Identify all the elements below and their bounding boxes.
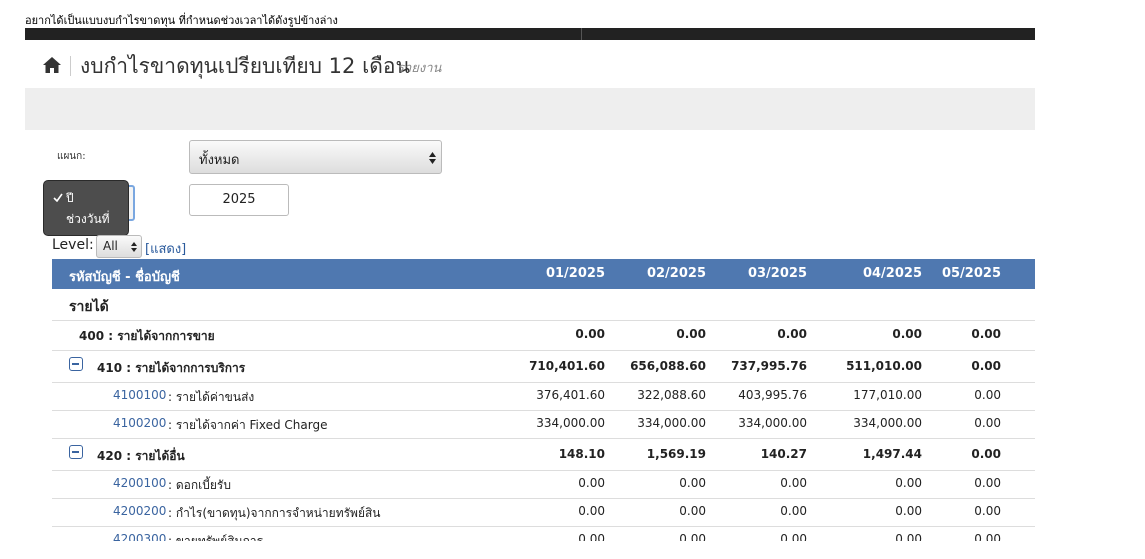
- table-row: 4100100: รายได้ค่าขนส่ง 376,401.60 322,088…: [52, 382, 1035, 411]
- amount: 0.00: [780, 532, 807, 541]
- table-header: รหัสบัญชี - ชื่อบัญชี 01/2025 02/2025 03/20…: [52, 259, 1035, 289]
- amount: 0.00: [578, 504, 605, 518]
- amount: 0.00: [895, 532, 922, 541]
- amount: 403,995.76: [738, 388, 807, 402]
- amount: 0.00: [679, 532, 706, 541]
- column-header: 03/2025: [747, 266, 807, 281]
- account-label: : ขายทรัพย์สินการ: [168, 534, 264, 541]
- table-row: 410 : รายได้จากการบริการ 710,401.60 656,08…: [52, 350, 1035, 383]
- amount: 0.00: [974, 416, 1001, 430]
- amount: 0.00: [780, 504, 807, 518]
- table-row: 4200200: กำไร(ขาดทุน)จากการจำหน่ายทรัพย์…: [52, 498, 1035, 527]
- amount: 334,000.00: [637, 416, 706, 430]
- table-row: 400 : รายได้จากการขาย 0.00 0.00 0.00 0.00 0.0…: [52, 320, 1035, 351]
- column-header: 02/2025: [646, 266, 706, 281]
- column-header: 04/2025: [862, 266, 922, 281]
- amount: 0.00: [578, 476, 605, 490]
- amount: 0.00: [974, 388, 1001, 402]
- account-label: 400 : รายได้จากการขาย: [79, 329, 215, 343]
- table-row: 4200300: ขายทรัพย์สินการ 0.00 0.00 0.00 0.00…: [52, 526, 1035, 541]
- top-bar: [25, 28, 1035, 40]
- amount: 1,497.44: [862, 447, 922, 461]
- account-label: 410 : รายได้จากการบริการ: [97, 361, 246, 375]
- amount: 0.00: [971, 447, 1001, 461]
- minus: [72, 451, 79, 453]
- department-select[interactable]: ทั้งหมด: [189, 140, 442, 174]
- amount: 0.00: [971, 359, 1001, 373]
- table-row: 4200100: ดอกเบี้ยรับ 0.00 0.00 0.00 0.00 0.00: [52, 470, 1035, 499]
- show-link[interactable]: [แสดง]: [145, 242, 187, 257]
- page-subtitle: รายงาน: [397, 61, 442, 76]
- amount: 710,401.60: [529, 359, 605, 373]
- separator: [70, 56, 71, 76]
- period-option[interactable]: ช่วงวันที่: [66, 212, 110, 226]
- department-label: แผนก:: [57, 151, 86, 162]
- amount: 334,000.00: [738, 416, 807, 430]
- report-window: งบกำไรขาดทุนเปรียบเทียบ 12 เดือน รายงาน …: [25, 28, 1035, 541]
- collapse-icon[interactable]: [69, 357, 83, 371]
- level-label: Level:: [52, 237, 94, 253]
- period-dropdown: ปี ช่วงวันที่: [43, 180, 129, 236]
- check-icon: [53, 193, 63, 202]
- select-value: All: [103, 239, 118, 253]
- account-label: : กำไร(ขาดทุน)จากการจำหน่ายทรัพย์สิน: [168, 506, 381, 520]
- level-select[interactable]: All: [96, 235, 142, 258]
- amount: 334,000.00: [853, 416, 922, 430]
- amount: 0.00: [575, 327, 605, 341]
- amount: 0.00: [895, 476, 922, 490]
- column-header: 01/2025: [545, 266, 605, 281]
- divider: [581, 28, 582, 40]
- amount: 0.00: [679, 476, 706, 490]
- minus: [72, 363, 79, 365]
- table-row: 4100200: รายได้จากค่า Fixed Charge 334,00…: [52, 410, 1035, 439]
- amount: 737,995.76: [731, 359, 807, 373]
- column-header: รหัสบัญชี - ชื่อบัญชี: [69, 270, 180, 285]
- home-icon[interactable]: [42, 56, 62, 74]
- account-code[interactable]: 4200300: [113, 532, 167, 541]
- amount: 656,088.60: [630, 359, 706, 373]
- select-arrows: [131, 242, 137, 252]
- account-code[interactable]: 4200200: [113, 504, 167, 518]
- toolbar-band: [25, 88, 1035, 130]
- amount: 0.00: [679, 504, 706, 518]
- account-code[interactable]: 4100100: [113, 388, 167, 402]
- account-label: : รายได้ค่าขนส่ง: [168, 390, 255, 404]
- amount: 511,010.00: [846, 359, 922, 373]
- amount: 0.00: [974, 532, 1001, 541]
- select-value: ทั้งหมด: [199, 153, 240, 168]
- account-code[interactable]: 4100200: [113, 416, 167, 430]
- amount: 0.00: [971, 327, 1001, 341]
- amount: 0.00: [974, 476, 1001, 490]
- table-row: รายได้: [52, 290, 1035, 321]
- account-label: : ดอกเบี้ยรับ: [168, 478, 231, 492]
- amount: 322,088.60: [637, 388, 706, 402]
- amount: 1,569.19: [646, 447, 706, 461]
- amount: 148.10: [558, 447, 605, 461]
- amount: 0.00: [676, 327, 706, 341]
- amount: 334,000.00: [536, 416, 605, 430]
- page-title: งบกำไรขาดทุนเปรียบเทียบ 12 เดือน: [80, 54, 410, 78]
- amount: 0.00: [777, 327, 807, 341]
- account-code[interactable]: 4200100: [113, 476, 167, 490]
- amount: 0.00: [578, 532, 605, 541]
- amount: 0.00: [895, 504, 922, 518]
- section-label: รายได้: [69, 299, 109, 315]
- account-label: : รายได้จากค่า Fixed Charge: [168, 418, 328, 432]
- amount: 0.00: [780, 476, 807, 490]
- year-input[interactable]: 2025: [189, 184, 289, 216]
- select-arrows: [429, 152, 436, 164]
- amount: 0.00: [974, 504, 1001, 518]
- column-header: 05/2025: [941, 266, 1001, 281]
- amount: 0.00: [892, 327, 922, 341]
- period-option[interactable]: ปี: [66, 191, 74, 205]
- amount: 376,401.60: [536, 388, 605, 402]
- amount: 177,010.00: [853, 388, 922, 402]
- caption: อยากได้เป็นแบบงบกำไรขาดทุน ที่กำหนดช่วงเ…: [25, 14, 338, 27]
- table-row: 420 : รายได้อื่น 148.10 1,569.19 140.27 1,49…: [52, 438, 1035, 471]
- collapse-icon[interactable]: [69, 445, 83, 459]
- account-label: 420 : รายได้อื่น: [97, 449, 185, 463]
- amount: 140.27: [760, 447, 807, 461]
